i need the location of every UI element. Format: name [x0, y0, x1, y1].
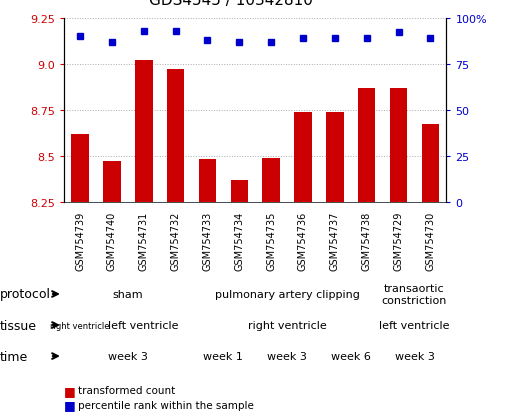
Text: transaortic
constriction: transaortic constriction — [382, 283, 447, 305]
Text: tissue: tissue — [0, 319, 37, 332]
Text: week 3: week 3 — [108, 351, 148, 361]
Text: week 6: week 6 — [331, 351, 371, 361]
Text: right ventricle: right ventricle — [50, 321, 110, 330]
Bar — [199, 160, 216, 202]
Text: left ventricle: left ventricle — [379, 320, 450, 330]
Text: GDS4545 / 10342810: GDS4545 / 10342810 — [149, 0, 313, 8]
Text: ■: ■ — [64, 398, 76, 411]
Text: GSM754737: GSM754737 — [330, 211, 340, 270]
Bar — [167, 70, 184, 202]
Text: GSM754734: GSM754734 — [234, 211, 244, 270]
Text: GSM754736: GSM754736 — [298, 211, 308, 270]
Text: week 3: week 3 — [267, 351, 307, 361]
Bar — [135, 61, 152, 202]
Bar — [103, 162, 121, 202]
Text: GSM754739: GSM754739 — [75, 211, 85, 270]
Text: GSM754731: GSM754731 — [139, 211, 149, 270]
Text: GSM754733: GSM754733 — [203, 211, 212, 270]
Bar — [230, 180, 248, 202]
Text: sham: sham — [112, 289, 143, 299]
Text: pulmonary artery clipping: pulmonary artery clipping — [214, 289, 360, 299]
Text: right ventricle: right ventricle — [248, 320, 326, 330]
Text: week 1: week 1 — [204, 351, 243, 361]
Text: time: time — [0, 350, 28, 363]
Bar — [262, 158, 280, 202]
Bar — [326, 112, 344, 202]
Text: week 3: week 3 — [394, 351, 435, 361]
Text: GSM754729: GSM754729 — [393, 211, 404, 270]
Text: percentile rank within the sample: percentile rank within the sample — [78, 400, 254, 410]
Bar — [390, 88, 407, 202]
Text: left ventricle: left ventricle — [108, 320, 179, 330]
Text: ■: ■ — [64, 384, 76, 397]
Text: GSM754730: GSM754730 — [425, 211, 436, 270]
Text: transformed count: transformed count — [78, 385, 176, 395]
Text: GSM754740: GSM754740 — [107, 211, 117, 270]
Bar — [422, 125, 439, 202]
Bar — [71, 134, 89, 202]
Text: protocol: protocol — [0, 288, 51, 301]
Text: GSM754735: GSM754735 — [266, 211, 276, 270]
Text: GSM754738: GSM754738 — [362, 211, 372, 270]
Bar — [294, 112, 312, 202]
Bar — [358, 88, 376, 202]
Text: GSM754732: GSM754732 — [171, 211, 181, 270]
